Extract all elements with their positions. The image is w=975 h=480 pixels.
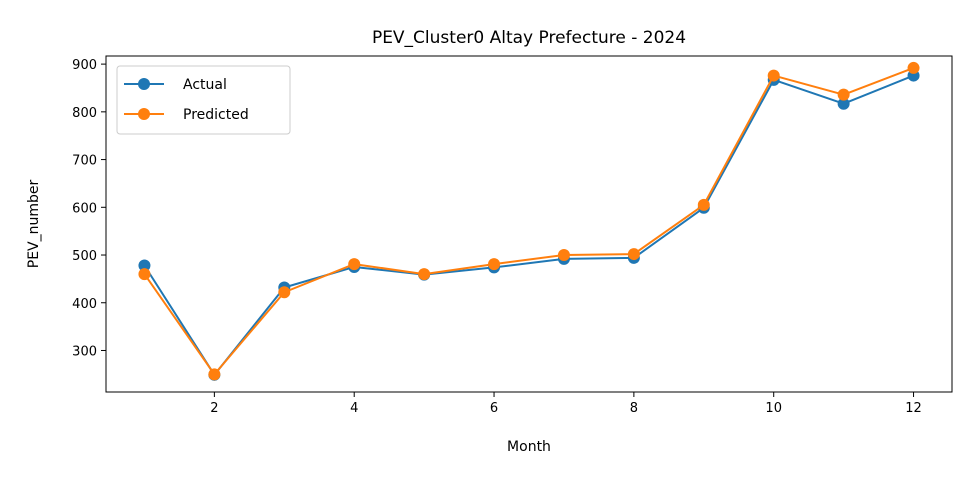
plot-frame [105,55,953,393]
data-point-predicted [278,286,291,299]
x-axis: 2 4 6 8 10 12 [210,392,922,416]
series-line-actual [143,74,914,376]
legend-marker-actual [138,78,150,90]
series-predicted [138,61,920,381]
y-tick-label: 600 [72,201,97,216]
data-point-predicted [837,88,850,101]
x-tick-label: 8 [630,401,638,416]
data-point-predicted [348,258,361,271]
data-point-predicted [627,248,640,261]
x-tick-label: 4 [350,401,358,416]
data-point-predicted [208,368,221,381]
series-line-predicted [143,66,914,376]
data-point-actual [138,259,151,272]
legend-marker-predicted [138,108,150,120]
data-point-predicted [767,69,780,82]
y-tick-label: 400 [72,297,97,312]
x-axis-label: Month [507,439,551,455]
chart-title: PEV_Cluster0 Altay Prefecture - 2024 [372,28,686,48]
data-point-predicted [557,249,570,262]
data-point-predicted [138,268,151,281]
x-tick-label: 12 [905,401,922,416]
y-tick-label: 700 [72,154,97,169]
data-point-predicted [907,61,920,74]
y-tick-label: 900 [72,58,97,73]
data-point-actual [837,97,850,110]
legend-label-predicted: Predicted [183,107,249,123]
y-axis: 300 400 500 600 700 800 900 [72,58,106,359]
legend-label-actual: Actual [183,77,227,93]
x-tick-label: 2 [210,401,218,416]
y-tick-label: 500 [72,249,97,264]
x-tick-label: 10 [765,401,782,416]
data-point-predicted [697,198,710,211]
x-tick-label: 6 [490,401,498,416]
legend: Actual Predicted [116,65,291,135]
data-point-predicted [488,258,501,271]
data-point-predicted [418,268,431,281]
series-layer [138,61,920,381]
y-tick-label: 800 [72,106,97,121]
y-tick-label: 300 [72,344,97,359]
y-axis-label: PEV_number [26,180,42,269]
